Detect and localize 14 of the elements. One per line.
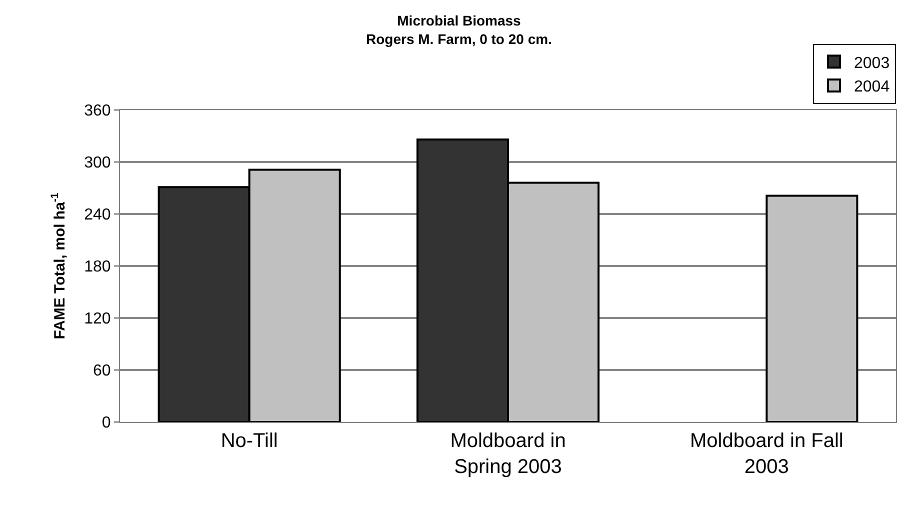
y-tick-label: 120 — [84, 310, 111, 328]
legend-label: 2004 — [854, 78, 890, 96]
y-tick-label: 0 — [102, 414, 111, 432]
x-tick-label: Moldboard in Fall 2003 — [690, 430, 844, 478]
chart-subtitle: Rogers M. Farm, 0 to 20 cm. — [366, 30, 552, 47]
y-tick-label: 180 — [84, 258, 111, 276]
legend-label: 2003 — [854, 54, 890, 72]
chart-title: Microbial Biomass — [397, 12, 522, 29]
y-tick-label: 300 — [84, 154, 111, 172]
x-tick-label: No-Till — [220, 430, 278, 452]
y-tick-label: 240 — [84, 206, 111, 224]
y-tick-label: 60 — [93, 362, 111, 380]
x-tick-label: Moldboard in Spring 2003 — [450, 430, 566, 478]
y-tick-label: 360 — [84, 102, 111, 120]
